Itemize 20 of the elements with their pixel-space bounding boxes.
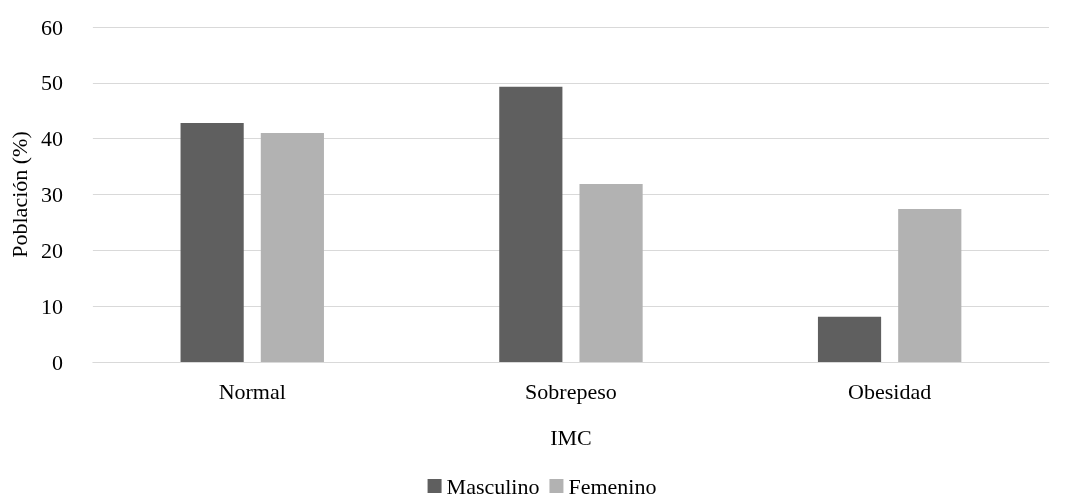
- bar: [180, 123, 244, 362]
- bar: [898, 209, 962, 362]
- y-tick-label: 40: [40, 126, 63, 152]
- y-axis-title: Población (%): [6, 131, 32, 258]
- bar: [579, 183, 643, 362]
- x-tick-label: Normal: [218, 378, 286, 404]
- y-tick-label: 10: [40, 293, 63, 319]
- y-tick-label: 30: [40, 182, 63, 207]
- x-axis-title: IMC: [550, 424, 592, 450]
- bar: [817, 316, 882, 362]
- x-tick-label: Obesidad: [848, 378, 932, 404]
- y-tick-label: 0: [51, 349, 63, 375]
- legend-label: Femenino: [568, 473, 657, 499]
- y-tick-label: 50: [40, 70, 63, 96]
- x-tick-label: Sobrepeso: [525, 378, 617, 404]
- y-tick-label: 20: [40, 237, 63, 263]
- legend-label: Masculino: [446, 473, 540, 499]
- bar: [499, 86, 563, 362]
- y-tick-label: 60: [40, 14, 63, 40]
- bar: [260, 133, 324, 362]
